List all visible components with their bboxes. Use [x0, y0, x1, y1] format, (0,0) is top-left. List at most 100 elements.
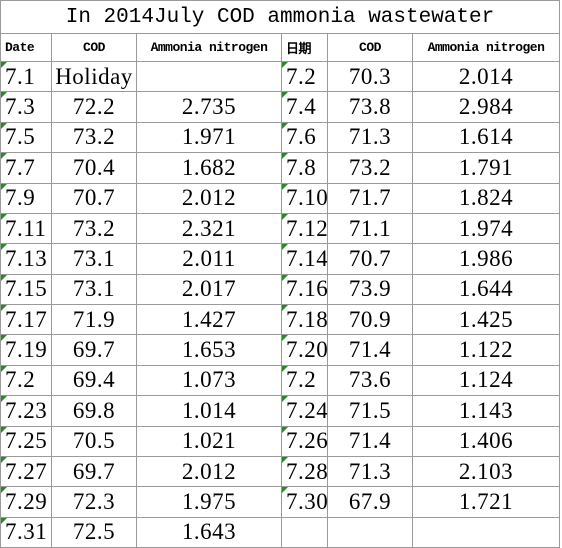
value-cell: 1.122 — [413, 335, 560, 366]
value-cell: 70.4 — [52, 153, 137, 184]
date-cell: 7.11 — [0, 213, 52, 245]
date-cell: 7.6 — [282, 122, 328, 154]
value-cell: 70.3 — [328, 62, 413, 93]
value-cell: 71.1 — [328, 213, 413, 245]
date-cell: 7.14 — [282, 244, 328, 275]
value-cell: 1.644 — [413, 274, 560, 305]
date-cell — [282, 517, 328, 548]
date-cell: 7.29 — [0, 487, 52, 518]
value-cell: 71.4 — [328, 335, 413, 366]
value-cell: 1.971 — [137, 122, 282, 154]
value-cell: 69.7 — [52, 456, 137, 488]
value-cell: 1.643 — [137, 517, 282, 548]
value-cell: 2.012 — [137, 456, 282, 488]
date-cell: 7.8 — [282, 153, 328, 184]
date-cell: 7.31 — [0, 517, 52, 548]
date-cell: 7.2 — [0, 365, 52, 397]
value-cell: 73.2 — [52, 122, 137, 154]
value-cell — [137, 62, 282, 93]
column-header: Ammonia nitrogen — [137, 34, 282, 62]
value-cell — [328, 517, 413, 548]
value-cell: 72.5 — [52, 517, 137, 548]
column-header: COD — [328, 34, 413, 62]
date-cell: 7.9 — [0, 183, 52, 214]
date-cell: 7.10 — [282, 183, 328, 214]
table-title: In 2014July COD ammonia wastewater — [0, 0, 560, 34]
column-header: COD — [52, 34, 137, 62]
value-cell: 2.017 — [137, 274, 282, 305]
value-cell: 70.9 — [328, 305, 413, 336]
value-cell: 70.7 — [328, 244, 413, 275]
date-cell: 7.16 — [282, 274, 328, 305]
value-cell: 2.321 — [137, 213, 282, 245]
value-cell: 1.614 — [413, 122, 560, 154]
date-cell: 7.2 — [282, 62, 328, 93]
value-cell: 1.143 — [413, 396, 560, 427]
date-cell: 7.28 — [282, 456, 328, 488]
value-cell: 1.021 — [137, 426, 282, 457]
column-header: Date — [0, 34, 52, 62]
value-cell: 69.4 — [52, 365, 137, 397]
value-cell: 1.653 — [137, 335, 282, 366]
value-cell: 1.682 — [137, 153, 282, 184]
value-cell: 73.2 — [328, 153, 413, 184]
value-cell: 70.7 — [52, 183, 137, 214]
value-cell: 71.7 — [328, 183, 413, 214]
date-cell: 7.4 — [282, 92, 328, 123]
date-cell: 7.2 — [282, 365, 328, 397]
value-cell: 73.8 — [328, 92, 413, 123]
value-cell: 2.735 — [137, 92, 282, 123]
date-cell: 7.17 — [0, 305, 52, 336]
column-header: 日期 — [282, 34, 328, 62]
date-cell: 7.26 — [282, 426, 328, 457]
value-cell: 71.4 — [328, 426, 413, 457]
value-cell: 70.5 — [52, 426, 137, 457]
value-cell: 1.427 — [137, 305, 282, 336]
value-cell: 1.073 — [137, 365, 282, 397]
value-cell: 1.791 — [413, 153, 560, 184]
value-cell: 73.1 — [52, 274, 137, 305]
date-cell: 7.25 — [0, 426, 52, 457]
value-cell: 1.974 — [413, 213, 560, 245]
value-cell: 1.124 — [413, 365, 560, 397]
date-cell: 7.12 — [282, 213, 328, 245]
date-cell: 7.19 — [0, 335, 52, 366]
date-cell: 7.20 — [282, 335, 328, 366]
value-cell: 73.9 — [328, 274, 413, 305]
value-cell: 71.9 — [52, 305, 137, 336]
value-cell: 72.2 — [52, 92, 137, 123]
value-cell: 67.9 — [328, 487, 413, 518]
date-cell: 7.24 — [282, 396, 328, 427]
value-cell: 1.425 — [413, 305, 560, 336]
column-header: Ammonia nitrogen — [413, 34, 560, 62]
date-cell: 7.18 — [282, 305, 328, 336]
date-cell: 7.13 — [0, 244, 52, 275]
value-cell: 69.8 — [52, 396, 137, 427]
date-cell: 7.3 — [0, 92, 52, 123]
value-cell: 1.975 — [137, 487, 282, 518]
value-cell: 2.103 — [413, 456, 560, 488]
value-cell: 1.014 — [137, 396, 282, 427]
value-cell: 1.721 — [413, 487, 560, 518]
date-cell: 7.1 — [0, 62, 52, 93]
value-cell: 73.2 — [52, 213, 137, 245]
value-cell: 69.7 — [52, 335, 137, 366]
value-cell: 1.986 — [413, 244, 560, 275]
value-cell — [413, 517, 560, 548]
date-cell: 7.27 — [0, 456, 52, 488]
value-cell: 1.406 — [413, 426, 560, 457]
value-cell: 71.5 — [328, 396, 413, 427]
date-cell: 7.5 — [0, 122, 52, 154]
value-cell: 73.1 — [52, 244, 137, 275]
value-cell: 2.014 — [413, 62, 560, 93]
date-cell: 7.23 — [0, 396, 52, 427]
date-cell: 7.15 — [0, 274, 52, 305]
value-cell: 2.012 — [137, 183, 282, 214]
value-cell: 73.6 — [328, 365, 413, 397]
value-cell: 71.3 — [328, 122, 413, 154]
date-cell: 7.7 — [0, 153, 52, 184]
value-cell: Holiday — [52, 62, 137, 93]
value-cell: 72.3 — [52, 487, 137, 518]
value-cell: 2.011 — [137, 244, 282, 275]
